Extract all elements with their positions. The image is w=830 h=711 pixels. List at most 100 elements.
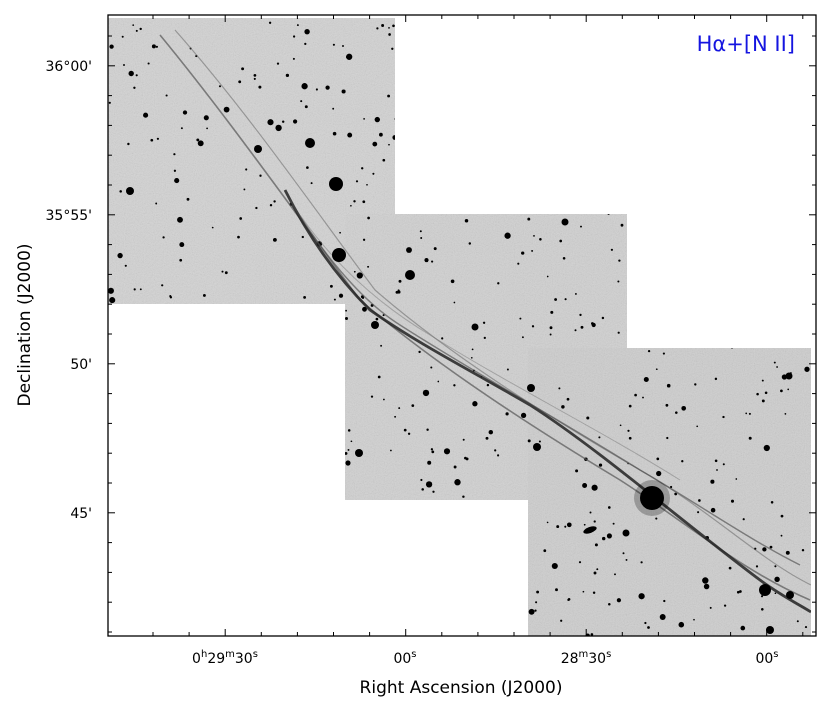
star [521, 599, 524, 603]
star [117, 252, 123, 259]
star [388, 33, 391, 36]
star [528, 608, 535, 615]
star [723, 234, 729, 240]
star [683, 337, 686, 340]
star [419, 599, 423, 602]
star [350, 440, 353, 443]
star [617, 331, 620, 334]
star [325, 337, 330, 342]
star [266, 597, 269, 600]
star [712, 508, 715, 511]
star [124, 608, 128, 612]
star [242, 543, 248, 550]
star [383, 398, 385, 401]
star [381, 24, 385, 27]
star [347, 448, 350, 451]
star [206, 127, 208, 130]
star [333, 398, 336, 401]
star [108, 287, 114, 294]
star [451, 65, 455, 68]
star [406, 64, 410, 68]
star [742, 518, 745, 521]
star [655, 368, 658, 371]
star [483, 531, 487, 536]
star [362, 238, 366, 241]
star [109, 297, 116, 304]
star [221, 270, 224, 273]
star [272, 237, 277, 242]
star [432, 490, 435, 493]
star [710, 165, 714, 169]
star [203, 115, 209, 121]
star [237, 235, 240, 239]
y-tick-label: 50' [70, 357, 92, 373]
star [775, 311, 778, 314]
star [598, 436, 601, 439]
star [155, 202, 158, 205]
star [484, 68, 487, 71]
star [499, 189, 502, 192]
star [560, 619, 563, 622]
star [400, 62, 404, 66]
star [494, 449, 497, 452]
star [332, 107, 335, 110]
star [702, 191, 706, 194]
star [546, 521, 549, 524]
star [445, 164, 448, 167]
nebula-filaments [159, 29, 811, 614]
star [332, 43, 335, 46]
star [372, 141, 378, 147]
star [216, 389, 223, 395]
star [243, 188, 246, 191]
star [319, 545, 321, 548]
star [582, 590, 585, 593]
star [556, 154, 558, 157]
star [505, 412, 509, 416]
star [344, 451, 348, 455]
star [663, 599, 666, 603]
star [259, 548, 264, 553]
star [645, 281, 649, 285]
star [309, 613, 313, 617]
star [659, 614, 666, 620]
star [510, 162, 513, 165]
star [580, 325, 584, 329]
star [180, 127, 183, 130]
star [578, 561, 582, 564]
star [620, 223, 624, 227]
star [549, 333, 552, 336]
star [205, 505, 208, 508]
star [241, 602, 244, 605]
star [780, 294, 784, 298]
star [549, 326, 553, 330]
star [195, 447, 202, 453]
star [531, 325, 535, 328]
star [345, 598, 349, 602]
y-tick-label: 36°00' [46, 59, 92, 75]
star [774, 565, 777, 568]
star [761, 399, 765, 403]
star [471, 348, 474, 351]
star [527, 439, 531, 443]
star [619, 424, 622, 427]
star [170, 577, 173, 581]
star [785, 550, 790, 555]
star [110, 335, 114, 338]
star [229, 394, 232, 397]
star [361, 167, 364, 170]
star [394, 521, 397, 524]
star [474, 87, 477, 90]
star [710, 479, 715, 484]
star [457, 585, 459, 588]
star [407, 536, 410, 539]
star [559, 239, 563, 243]
star [391, 47, 394, 50]
star [416, 56, 419, 59]
star [666, 436, 669, 440]
star [695, 206, 698, 209]
star [668, 302, 672, 306]
star [481, 566, 484, 569]
star [165, 362, 169, 365]
star [735, 281, 739, 285]
star [470, 356, 473, 359]
